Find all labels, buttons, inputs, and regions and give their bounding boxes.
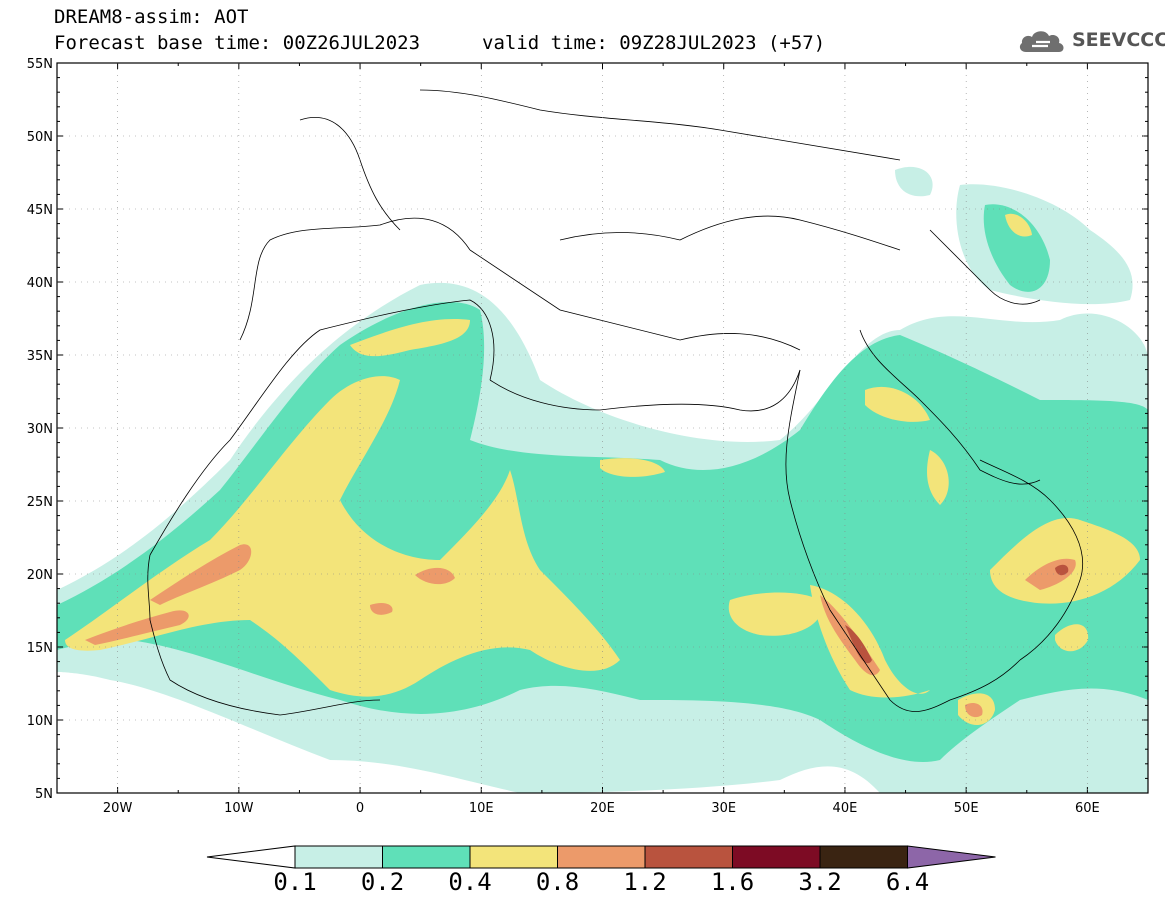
aot-field: [57, 166, 1148, 793]
colorbar-swatch: [644, 845, 733, 869]
colorbar-swatch: [294, 845, 383, 869]
lon-tick-label: 30E: [711, 801, 736, 816]
seevccc-logo: SEEVCCC: [1018, 24, 1165, 58]
colorbar-level-label: 0.1: [273, 868, 317, 896]
colorbar-level-label: 1.6: [710, 868, 755, 896]
lon-tick-label: 50E: [954, 801, 979, 816]
valid-time: valid time: 09Z28JUL2023 (+57): [482, 32, 826, 54]
lon-tick-label: 40E: [833, 801, 858, 816]
lon-tick-label: 60E: [1075, 801, 1100, 816]
colorbar-level-label: 1.2: [623, 868, 667, 896]
colorbar-level-label: 0.4: [448, 868, 492, 896]
lat-tick-label: 55N: [27, 57, 53, 72]
aot-band-1.2: [845, 564, 1069, 664]
lat-tick-label: 10N: [27, 714, 53, 729]
lon-tick-label: 10W: [224, 801, 254, 816]
lat-tick-label: 40N: [27, 276, 53, 291]
lat-tick-label: 45N: [27, 203, 53, 218]
coastlines: [147, 89, 1084, 716]
colorbar-swatch: [819, 845, 908, 869]
colorbar-swatch: [382, 845, 471, 869]
colorbar-swatch: [732, 845, 821, 869]
lat-tick-label: 20N: [27, 568, 53, 583]
lat-tick-label: 35N: [27, 349, 53, 364]
lat-tick-label: 30N: [27, 422, 53, 437]
cloud-logo-icon: [1019, 31, 1064, 52]
lon-tick-label: 10E: [469, 801, 494, 816]
lat-tick-label: 25N: [27, 495, 53, 510]
lat-tick-label: 5N: [35, 787, 53, 802]
lat-tick-label: 50N: [27, 130, 53, 145]
lat-tick-label: 15N: [27, 641, 53, 656]
colorbar-level-label: 0.2: [360, 868, 405, 896]
lon-tick-label: 20W: [103, 801, 133, 816]
colorbar-level-label: 3.2: [798, 868, 842, 896]
lon-axis: 20W 10W 0 10E 20E 30E 40E 50E 60E: [103, 801, 1100, 816]
forecast-base-time: Forecast base time: 00Z26JUL2023: [54, 32, 421, 54]
lon-tick-label: 20E: [590, 801, 615, 816]
colorbar-swatch: [557, 845, 646, 869]
logo-text: SEEVCCC: [1072, 29, 1165, 51]
map-frame: [56, 62, 1149, 794]
lat-axis: 55N 50N 45N 40N 35N 30N 25N 20N 15N 10N 5N: [27, 57, 53, 802]
colorbar-over-arrow: [907, 845, 996, 869]
colorbar-level-label: 6.4: [885, 868, 930, 896]
lon-tick-label: 0: [356, 801, 364, 816]
colorbar-under-arrow: [206, 845, 296, 869]
colorbar-swatch: [469, 845, 558, 869]
colorbar: [206, 845, 996, 869]
map-title: DREAM8-assim: AOT: [54, 6, 249, 28]
colorbar-level-label: 0.8: [535, 868, 580, 896]
